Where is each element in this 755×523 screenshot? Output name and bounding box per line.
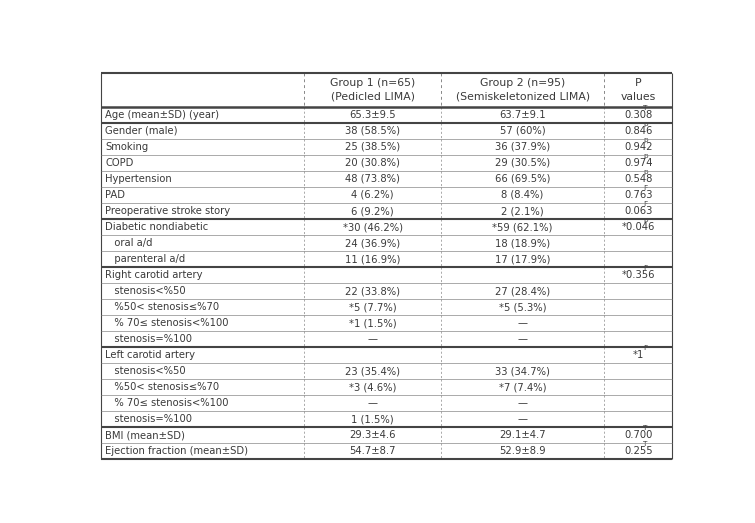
Text: T: T xyxy=(643,425,648,431)
Text: *1 (1.5%): *1 (1.5%) xyxy=(349,318,396,328)
Text: 4 (6.2%): 4 (6.2%) xyxy=(351,190,394,200)
Text: 24 (36.9%): 24 (36.9%) xyxy=(345,238,400,248)
Text: 23 (35.4%): 23 (35.4%) xyxy=(345,366,400,376)
Text: Hypertension: Hypertension xyxy=(106,174,172,184)
Text: 48 (73.8%): 48 (73.8%) xyxy=(345,174,400,184)
Text: 0.255: 0.255 xyxy=(624,447,652,457)
Text: 57 (60%): 57 (60%) xyxy=(500,126,545,136)
Text: Right carotid artery: Right carotid artery xyxy=(106,270,203,280)
Text: BMI (mean±SD): BMI (mean±SD) xyxy=(106,430,186,440)
Text: *5 (7.7%): *5 (7.7%) xyxy=(349,302,396,312)
Text: 33 (34.7%): 33 (34.7%) xyxy=(495,366,550,376)
Text: *0.046: *0.046 xyxy=(621,222,655,232)
Text: 29 (30.5%): 29 (30.5%) xyxy=(495,158,550,168)
Text: 18 (18.9%): 18 (18.9%) xyxy=(495,238,550,248)
Text: 0.548: 0.548 xyxy=(624,174,652,184)
Text: p: p xyxy=(643,137,648,143)
Text: 6 (9.2%): 6 (9.2%) xyxy=(351,206,394,216)
Text: p: p xyxy=(643,169,648,175)
Text: Gender (male): Gender (male) xyxy=(106,126,178,136)
Text: *30 (46.2%): *30 (46.2%) xyxy=(343,222,402,232)
Text: 0.974: 0.974 xyxy=(624,158,652,168)
Text: p: p xyxy=(643,121,648,127)
Text: P
values: P values xyxy=(621,78,656,102)
Text: 0.700: 0.700 xyxy=(624,430,652,440)
Text: —: — xyxy=(368,334,378,344)
Text: 0.308: 0.308 xyxy=(624,110,652,120)
Text: *7 (7.4%): *7 (7.4%) xyxy=(499,382,547,392)
Text: 20 (30.8%): 20 (30.8%) xyxy=(345,158,400,168)
Text: 27 (28.4%): 27 (28.4%) xyxy=(495,286,550,296)
Text: Diabetic nondiabetic: Diabetic nondiabetic xyxy=(106,222,208,232)
Text: 36 (37.9%): 36 (37.9%) xyxy=(495,142,550,152)
Text: COPD: COPD xyxy=(106,158,134,168)
Text: 65.3±9.5: 65.3±9.5 xyxy=(350,110,396,120)
Text: T: T xyxy=(643,441,648,447)
Text: *59 (62.1%): *59 (62.1%) xyxy=(492,222,553,232)
Text: p: p xyxy=(643,217,648,223)
Text: 54.7±8.7: 54.7±8.7 xyxy=(350,447,396,457)
Text: Ejection fraction (mean±SD): Ejection fraction (mean±SD) xyxy=(106,447,248,457)
Text: %50< stenosis≤%70: %50< stenosis≤%70 xyxy=(106,382,220,392)
Text: 0.763: 0.763 xyxy=(624,190,652,200)
Text: p: p xyxy=(643,153,648,159)
Text: Age (mean±SD) (year): Age (mean±SD) (year) xyxy=(106,110,220,120)
Text: 63.7±9.1: 63.7±9.1 xyxy=(499,110,546,120)
Text: stenosis=%100: stenosis=%100 xyxy=(106,414,193,424)
Text: parenteral a/d: parenteral a/d xyxy=(106,254,186,264)
Text: 29.3±4.6: 29.3±4.6 xyxy=(350,430,396,440)
Text: F: F xyxy=(643,345,647,351)
Text: PAD: PAD xyxy=(106,190,125,200)
Text: *1: *1 xyxy=(633,350,644,360)
Text: % 70≤ stenosis<%100: % 70≤ stenosis<%100 xyxy=(106,399,229,408)
Text: F: F xyxy=(643,201,647,207)
Text: 1 (1.5%): 1 (1.5%) xyxy=(351,414,394,424)
Text: 66 (69.5%): 66 (69.5%) xyxy=(495,174,550,184)
Text: 22 (33.8%): 22 (33.8%) xyxy=(345,286,400,296)
Text: 0.846: 0.846 xyxy=(624,126,652,136)
Text: Left carotid artery: Left carotid artery xyxy=(106,350,196,360)
Text: %50< stenosis≤%70: %50< stenosis≤%70 xyxy=(106,302,220,312)
Text: 11 (16.9%): 11 (16.9%) xyxy=(345,254,400,264)
Text: *5 (5.3%): *5 (5.3%) xyxy=(499,302,547,312)
Text: stenosis=%100: stenosis=%100 xyxy=(106,334,193,344)
Text: —: — xyxy=(518,399,528,408)
Text: 25 (38.5%): 25 (38.5%) xyxy=(345,142,400,152)
Text: —: — xyxy=(518,334,528,344)
Text: stenosis<%50: stenosis<%50 xyxy=(106,366,186,376)
Text: Preoperative stroke story: Preoperative stroke story xyxy=(106,206,230,216)
Text: 52.9±8.9: 52.9±8.9 xyxy=(499,447,546,457)
Text: —: — xyxy=(368,399,378,408)
Text: 17 (17.9%): 17 (17.9%) xyxy=(495,254,550,264)
Text: F: F xyxy=(643,185,647,191)
Text: Group 1 (n=65)
(Pedicled LIMA): Group 1 (n=65) (Pedicled LIMA) xyxy=(330,78,415,102)
Text: *3 (4.6%): *3 (4.6%) xyxy=(349,382,396,392)
Text: 0.942: 0.942 xyxy=(624,142,652,152)
Text: 38 (58.5%): 38 (58.5%) xyxy=(345,126,400,136)
Text: *0.356: *0.356 xyxy=(621,270,655,280)
Text: stenosis<%50: stenosis<%50 xyxy=(106,286,186,296)
Text: 29.1±4.7: 29.1±4.7 xyxy=(499,430,546,440)
Text: oral a/d: oral a/d xyxy=(106,238,153,248)
Text: Group 2 (n=95)
(Semiskeletonized LIMA): Group 2 (n=95) (Semiskeletonized LIMA) xyxy=(455,78,590,102)
Text: 8 (8.4%): 8 (8.4%) xyxy=(501,190,544,200)
Text: Smoking: Smoking xyxy=(106,142,149,152)
Text: —: — xyxy=(518,318,528,328)
Text: % 70≤ stenosis<%100: % 70≤ stenosis<%100 xyxy=(106,318,229,328)
Text: 0.063: 0.063 xyxy=(624,206,652,216)
Text: 2 (2.1%): 2 (2.1%) xyxy=(501,206,544,216)
Text: F: F xyxy=(643,265,647,271)
Text: T: T xyxy=(643,105,648,111)
Text: —: — xyxy=(518,414,528,424)
